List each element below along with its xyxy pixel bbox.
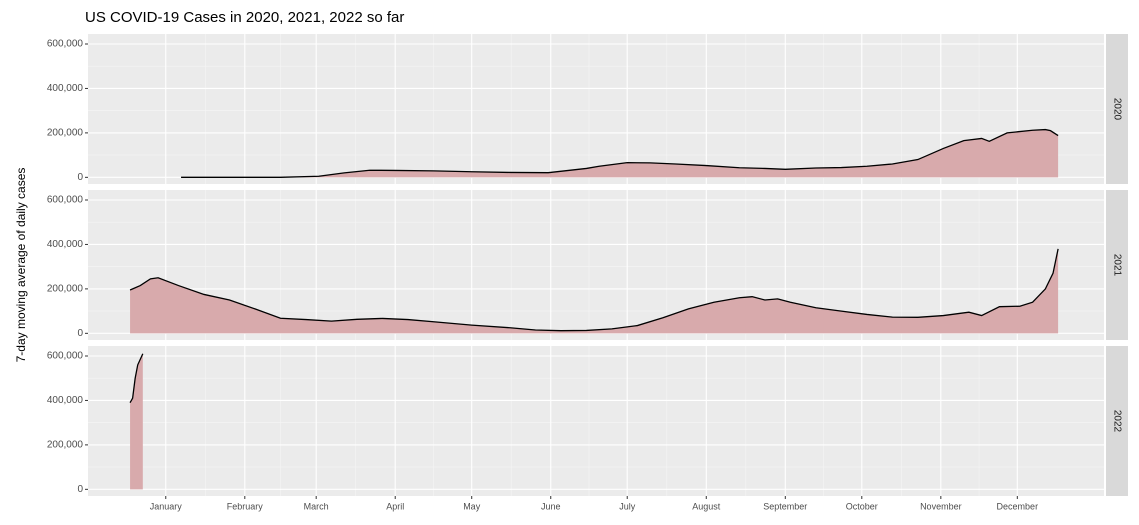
- y-tick-label: 200,000: [47, 128, 84, 139]
- x-tick-label: June: [541, 501, 561, 511]
- chart-title: US COVID-19 Cases in 2020, 2021, 2022 so…: [85, 9, 404, 26]
- x-tick-label: November: [920, 501, 962, 511]
- x-tick-label: March: [304, 501, 329, 511]
- line: [129, 353, 144, 403]
- y-tick-label: 600,000: [47, 351, 84, 362]
- y-tick-label: 600,000: [47, 39, 84, 50]
- facet-label: 2022: [1111, 410, 1122, 433]
- x-tick-label: April: [386, 501, 404, 511]
- x-tick-label: January: [150, 501, 183, 511]
- x-tick-label: May: [463, 501, 481, 511]
- line: [181, 128, 1059, 178]
- y-tick-label: 0: [77, 328, 83, 339]
- area: [181, 129, 1059, 178]
- y-tick-label: 200,000: [47, 440, 84, 451]
- facet-label: 2020: [1111, 98, 1122, 121]
- facet-label: 2021: [1111, 254, 1122, 277]
- y-axis-label: 7-day moving average of daily cases: [14, 168, 28, 363]
- line: [129, 248, 1059, 332]
- x-tick-label: October: [846, 501, 878, 511]
- x-tick-label: July: [619, 501, 636, 511]
- facet-strip: [1106, 34, 1128, 184]
- x-tick-label: February: [227, 501, 264, 511]
- y-tick-label: 0: [77, 172, 83, 183]
- facet-strip: [1106, 190, 1128, 340]
- x-tick-label: December: [997, 501, 1039, 511]
- y-tick-label: 400,000: [47, 395, 84, 406]
- x-tick-label: August: [692, 501, 721, 511]
- area: [130, 248, 1059, 334]
- y-tick-label: 400,000: [47, 239, 84, 250]
- y-tick-label: 600,000: [47, 195, 84, 206]
- x-tick-label: September: [763, 501, 807, 511]
- y-tick-label: 0: [77, 484, 83, 495]
- panel-background: [88, 346, 1104, 496]
- facet-strip: [1106, 346, 1128, 496]
- area: [130, 353, 143, 490]
- y-tick-label: 200,000: [47, 284, 84, 295]
- y-tick-label: 400,000: [47, 83, 84, 94]
